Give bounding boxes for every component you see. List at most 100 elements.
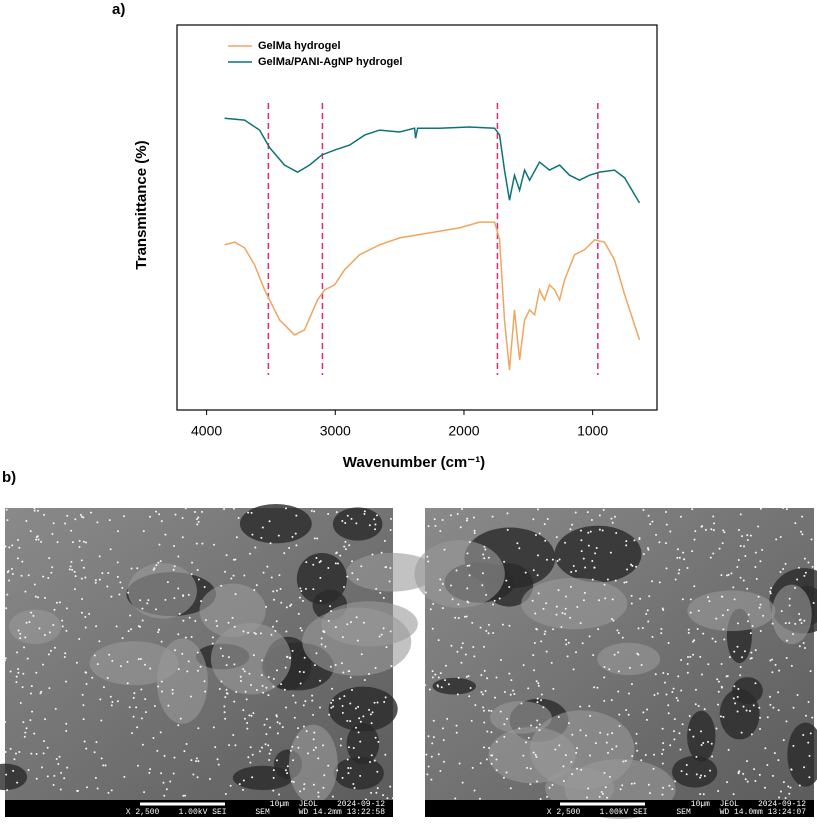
particle <box>244 690 247 693</box>
particle <box>215 619 218 622</box>
particle <box>480 691 483 694</box>
particle <box>543 633 546 636</box>
particle <box>615 745 618 748</box>
particle <box>342 671 345 674</box>
particle <box>487 709 490 712</box>
particle <box>71 568 74 571</box>
particle <box>221 654 224 657</box>
particle <box>20 574 23 577</box>
particle <box>299 790 302 793</box>
particle <box>671 788 674 791</box>
particle <box>754 566 757 569</box>
particle <box>700 744 703 747</box>
particle <box>382 596 385 599</box>
particle <box>742 705 745 708</box>
particle <box>16 557 19 560</box>
particle <box>389 567 392 570</box>
particle <box>540 640 543 643</box>
particle <box>160 690 163 693</box>
particle <box>84 541 87 544</box>
particle <box>717 703 720 706</box>
particle <box>306 752 309 755</box>
particle <box>102 764 105 767</box>
particle <box>439 589 442 592</box>
particle <box>58 755 61 758</box>
particle <box>242 779 245 782</box>
particle <box>712 552 715 555</box>
particle <box>733 598 736 601</box>
particle <box>35 752 38 755</box>
particle <box>717 690 720 693</box>
particle <box>526 766 529 769</box>
info-text: X 2,500 1.00kV SEI SEM WD 14.0mm 13:24:0… <box>547 808 806 817</box>
particle <box>338 697 341 700</box>
particle <box>143 791 146 794</box>
particle <box>10 567 13 570</box>
particle <box>390 665 393 668</box>
particle <box>157 561 160 564</box>
particle <box>357 705 360 708</box>
particle <box>146 602 149 605</box>
particle <box>137 625 140 628</box>
particle <box>304 700 307 703</box>
particle <box>24 731 27 734</box>
particle <box>190 573 193 576</box>
particle <box>617 670 620 673</box>
particle <box>201 510 204 513</box>
particle <box>613 515 616 518</box>
particle <box>473 532 476 535</box>
pore <box>732 677 763 705</box>
particle <box>518 547 521 550</box>
particle <box>305 730 308 733</box>
particle <box>144 711 147 714</box>
particle <box>442 727 445 730</box>
particle <box>798 645 801 648</box>
particle <box>133 692 136 695</box>
particle <box>738 770 741 773</box>
particle <box>441 607 444 610</box>
particle <box>4 545 7 548</box>
particle <box>458 762 461 765</box>
particle <box>267 694 270 697</box>
particle <box>18 750 21 753</box>
particle <box>651 520 654 523</box>
particle <box>490 709 493 712</box>
particle <box>537 592 540 595</box>
particle <box>280 683 283 686</box>
particle <box>770 586 773 589</box>
particle <box>36 535 39 538</box>
particle <box>17 668 20 671</box>
particle <box>30 685 33 688</box>
particle <box>85 786 88 789</box>
particle <box>22 672 25 675</box>
particle <box>594 742 597 745</box>
particle <box>108 519 111 522</box>
particle <box>694 688 697 691</box>
particle <box>127 630 130 633</box>
particle <box>311 694 314 697</box>
particle <box>149 768 152 771</box>
particle <box>661 752 664 755</box>
particle <box>567 722 570 725</box>
particle <box>312 738 315 741</box>
particle <box>371 553 374 556</box>
particle <box>646 547 649 550</box>
particle <box>544 630 547 633</box>
particle <box>766 763 769 766</box>
particle <box>219 647 222 650</box>
particle <box>4 659 7 662</box>
particle <box>265 718 268 721</box>
particle <box>662 786 665 789</box>
particle <box>23 735 26 738</box>
particle <box>558 558 561 561</box>
particle <box>358 717 361 720</box>
particle <box>140 688 143 691</box>
particle <box>702 742 705 745</box>
particle <box>494 696 497 699</box>
particle <box>601 792 604 795</box>
particle <box>749 657 752 660</box>
particle <box>64 522 67 525</box>
particle <box>53 646 56 649</box>
particle <box>680 770 683 773</box>
particle <box>116 700 119 703</box>
